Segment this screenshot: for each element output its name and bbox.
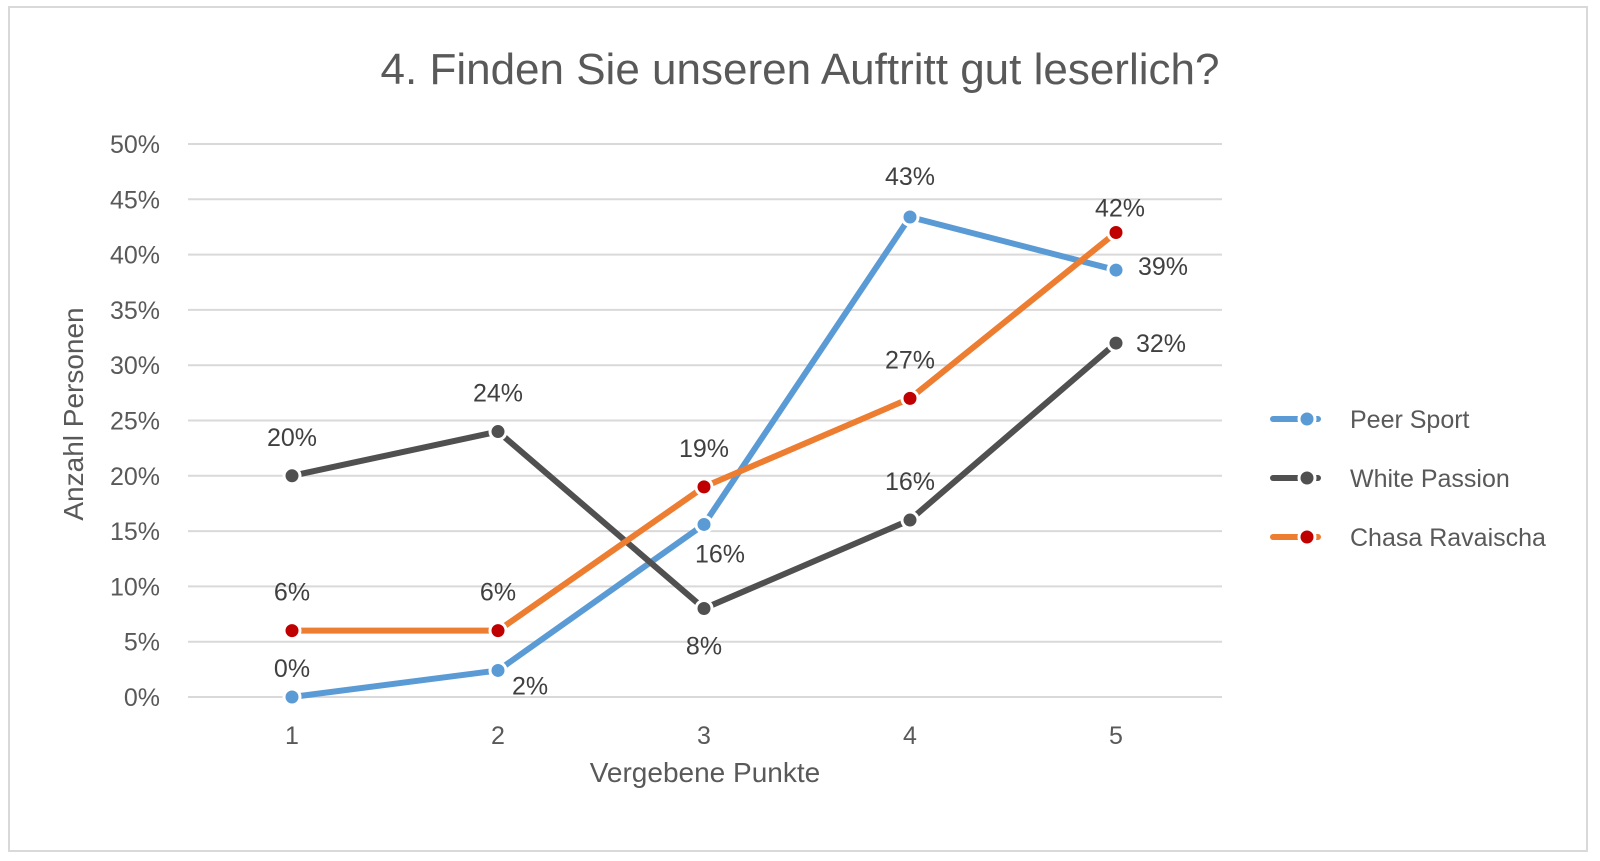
series-group [282,207,1126,707]
data-label-chasa-ravaischa: 19% [679,435,729,463]
legend-marker-white-passion [1297,468,1317,488]
data-label-chasa-ravaischa: 6% [274,579,310,607]
data-label-peer-sport: 2% [512,672,548,700]
point-white-passion [488,422,508,442]
point-peer-sport [900,207,920,227]
point-white-passion [282,466,302,486]
point-chasa-ravaischa [282,621,302,641]
data-label-peer-sport: 0% [274,655,310,683]
y-tick-label: 25% [110,408,160,436]
gridlines [188,143,1222,698]
y-tick-label: 0% [124,684,160,712]
y-tick-label: 40% [110,242,160,270]
data-label-white-passion: 24% [473,380,523,408]
y-tick-label: 10% [110,573,160,601]
chart-frame [8,6,1588,852]
data-labels: 0% 2% 16% 43% 39% 20% 24% 8% 16% 32% 6% 6% 19% 27% 42% [267,163,1188,700]
y-axis-ticks: 0% 5% 10% 15% 20% 25% 30% 35% 40% 45% 50% [110,131,160,712]
legend-marker-peer-sport [1297,409,1317,429]
data-label-peer-sport: 43% [885,163,935,191]
legend-label-chasa-ravaischa: Chasa Ravaischa [1350,524,1546,552]
y-tick-label: 5% [124,629,160,657]
point-white-passion [900,510,920,530]
data-label-peer-sport: 39% [1138,253,1188,281]
point-white-passion [694,599,714,619]
point-peer-sport [694,514,714,534]
point-peer-sport [1106,260,1126,280]
y-tick-label: 35% [110,297,160,325]
legend-label-peer-sport: Peer Sport [1350,406,1470,434]
point-peer-sport [282,687,302,707]
x-axis-ticks: 1 2 3 4 5 [285,722,1123,750]
y-tick-label: 20% [110,463,160,491]
data-label-white-passion: 16% [885,468,935,496]
data-label-chasa-ravaischa: 27% [885,346,935,374]
point-chasa-ravaischa [694,477,714,497]
data-label-white-passion: 20% [267,424,317,452]
y-tick-label: 30% [110,352,160,380]
x-tick-label: 1 [285,722,299,750]
point-chasa-ravaischa [900,388,920,408]
data-label-peer-sport: 16% [695,540,745,568]
x-axis-title: Vergebene Punkte [590,757,820,788]
y-tick-label: 15% [110,518,160,546]
legend-label-white-passion: White Passion [1350,465,1510,493]
chart-title: 4. Finden Sie unseren Auftritt gut leser… [381,45,1220,94]
x-tick-label: 4 [903,722,917,750]
data-label-chasa-ravaischa: 42% [1095,194,1145,222]
y-axis-title: Anzahl Personen [58,307,89,520]
x-tick-label: 5 [1109,722,1123,750]
y-tick-label: 50% [110,131,160,159]
y-tick-label: 45% [110,186,160,214]
data-label-white-passion: 8% [686,633,722,661]
point-chasa-ravaischa [1106,222,1126,242]
series-line-chasa-ravaischa [289,229,1119,634]
point-chasa-ravaischa [488,621,508,641]
legend: Peer Sport White Passion Chasa Ravaischa [1270,406,1546,552]
data-label-white-passion: 32% [1136,330,1186,358]
point-white-passion [1106,333,1126,353]
data-label-chasa-ravaischa: 6% [480,579,516,607]
legend-marker-chasa-ravaischa [1297,527,1317,547]
x-tick-label: 2 [491,722,505,750]
point-peer-sport [488,660,508,680]
x-tick-label: 3 [697,722,711,750]
